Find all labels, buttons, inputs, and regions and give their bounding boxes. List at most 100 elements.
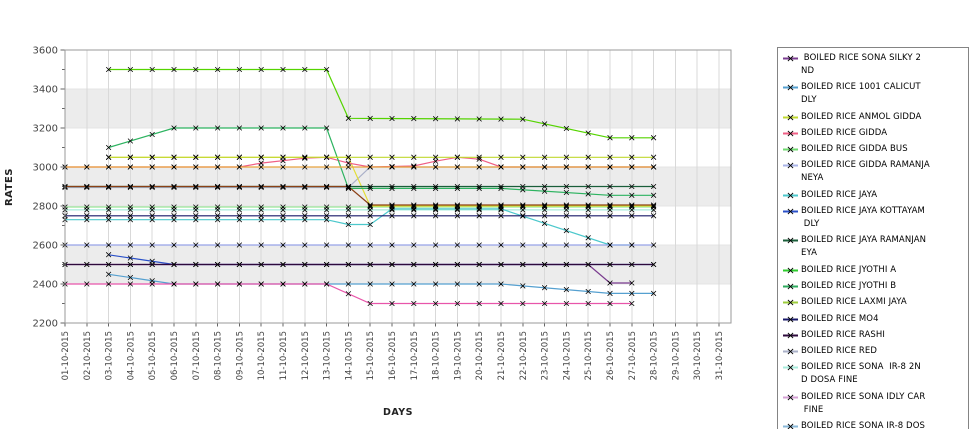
- x-tick-label: 18-10-2015: [432, 331, 442, 380]
- legend-item: BOILED RICE JYOTHI B: [783, 280, 965, 293]
- legend-item-label: BOILED RICE SONA IR-8 2N D DOSA FINE: [801, 362, 921, 386]
- x-tick-label: 21-10-2015: [497, 331, 507, 380]
- legend-series-marker-icon: [783, 283, 798, 290]
- legend-series-marker-icon: [783, 114, 798, 121]
- legend-item: BOILED RICE JAYA: [783, 189, 965, 202]
- legend-item-label: BOILED RICE JAYA RAMANJAN EYA: [801, 235, 927, 259]
- legend-series-marker-icon: [783, 163, 798, 169]
- x-tick-label: 14-10-2015: [344, 331, 354, 380]
- legend-item: BOILED RICE JAYA KOTTAYAM DLY: [783, 205, 965, 231]
- series-line: [65, 185, 654, 206]
- legend-series-marker-icon: [783, 55, 798, 62]
- legend-series-marker-icon: [783, 348, 798, 355]
- legend-item-label: BOILED RICE ANMOL GIDDA: [801, 111, 922, 122]
- legend-item-label: BOILED RICE GIDDA: [801, 127, 888, 138]
- x-tick-label: 17-10-2015: [410, 331, 420, 380]
- x-tick-label: 03-10-2015: [105, 331, 115, 380]
- legend-item-label: BOILED RICE JAYA KOTTAYAM DLY: [801, 206, 925, 230]
- x-tick-label: 29-10-2015: [671, 331, 681, 380]
- legend-item: BOILED RICE GIDDA: [783, 127, 965, 140]
- x-tick-label: 27-10-2015: [628, 331, 638, 380]
- legend-item: BOILED RICE SONA IR-8 2N D DOSA FINE: [783, 361, 965, 387]
- legend-item: BOILED RICE ANMOL GIDDA: [783, 111, 965, 124]
- legend-item: BOILED RICE MO4: [783, 313, 965, 326]
- legend-series-marker-icon: [783, 267, 798, 274]
- x-tick-label: 19-10-2015: [453, 331, 463, 380]
- legend-item-label: BOILED RICE JAYA: [801, 189, 878, 200]
- y-tick-label: 3200: [33, 124, 58, 135]
- x-tick-label: 15-10-2015: [366, 331, 376, 380]
- x-tick-label: 28-10-2015: [650, 331, 660, 380]
- legend-series-marker-icon: [783, 394, 798, 401]
- legend-series-marker-icon: [783, 332, 798, 339]
- x-tick-label: 23-10-2015: [541, 331, 551, 380]
- x-tick-label: 09-10-2015: [235, 331, 245, 380]
- legend-series-marker-icon: [783, 84, 798, 91]
- x-tick-label: 24-10-2015: [562, 331, 572, 380]
- plot-border: [64, 49, 732, 324]
- x-tick-label: 31-10-2015: [715, 331, 725, 380]
- legend-item-label: BOILED RICE GIDDA BUS: [801, 144, 908, 155]
- series-markers: [105, 154, 657, 160]
- x-tick-label: 30-10-2015: [693, 331, 703, 380]
- plot-band: [65, 89, 731, 128]
- legend-series-marker-icon: [783, 365, 798, 371]
- legend-item-label: BOILED RICE 1001 CALICUT DLY: [801, 82, 921, 106]
- y-tick-label: 3600: [33, 46, 58, 57]
- legend-item-label: BOILED RICE JYOTHI A: [801, 264, 897, 275]
- series-markers: [105, 66, 657, 141]
- legend-item-label: BOILED RICE JYOTHI B: [801, 280, 897, 291]
- x-tick-label: 02-10-2015: [83, 331, 93, 380]
- legend-series-marker-icon: [783, 299, 798, 306]
- legend-item: BOILED RICE RED: [783, 345, 965, 358]
- x-tick-label: 12-10-2015: [301, 331, 311, 380]
- x-tick-label: 13-10-2015: [323, 331, 333, 380]
- legend-item-label: BOILED RICE MO4: [801, 313, 879, 324]
- y-tick-label: 3400: [33, 85, 58, 96]
- legend-item-label: BOILED RICE RED: [801, 346, 877, 357]
- x-tick-label: 16-10-2015: [388, 331, 398, 380]
- legend-item: BOILED RICE SONA IR-8 DOS: [783, 420, 965, 429]
- y-tick-label: 2600: [33, 241, 58, 252]
- y-tick-label: 2800: [33, 202, 58, 213]
- x-tick-label: 25-10-2015: [584, 331, 594, 380]
- legend: BOILED RICE SONA SILKY 2 ND BOILED RICE 1…: [777, 47, 969, 429]
- legend-item-label: BOILED RICE SONA SILKY 2 ND: [801, 53, 922, 76]
- x-tick-label: 04-10-2015: [126, 331, 136, 380]
- legend-item: BOILED RICE SONA IDLY CAR FINE: [783, 391, 965, 417]
- legend-series-marker-icon: [783, 423, 798, 429]
- legend-series-marker-icon: [783, 316, 798, 322]
- legend-item-label: BOILED RICE RASHI: [801, 329, 886, 340]
- x-tick-label: 05-10-2015: [148, 331, 158, 380]
- legend-item: BOILED RICE LAXMI JAYA: [783, 296, 965, 309]
- legend-item-label: BOILED RICE SONA IR-8 DOS: [801, 421, 925, 429]
- y-axis-title: RATES: [4, 168, 15, 206]
- legend-item: BOILED RICE SONA SILKY 2 ND: [783, 52, 965, 78]
- x-tick-label: 10-10-2015: [257, 331, 267, 380]
- y-tick-label: 2200: [33, 319, 58, 330]
- legend-item: BOILED RICE RASHI: [783, 329, 965, 342]
- legend-series-marker-icon: [783, 146, 798, 153]
- series-markers: [105, 125, 657, 198]
- y-tick-label: 3000: [33, 163, 58, 174]
- legend-item: BOILED RICE JYOTHI A: [783, 264, 965, 277]
- legend-item: BOILED RICE GIDDA RAMANJA NEYA: [783, 159, 965, 185]
- legend-item: BOILED RICE 1001 CALICUT DLY: [783, 81, 965, 107]
- x-tick-label: 11-10-2015: [279, 331, 289, 380]
- legend-item: BOILED RICE JAYA RAMANJAN EYA: [783, 234, 965, 260]
- legend-series-marker-icon: [783, 237, 798, 244]
- x-tick-label: 06-10-2015: [170, 331, 180, 380]
- series-line-boiled-rice-jaya: [65, 208, 632, 246]
- legend-series-marker-icon: [783, 208, 798, 215]
- legend-item-label: BOILED RICE LAXMI JAYA: [801, 297, 907, 308]
- x-tick-label: 26-10-2015: [606, 331, 616, 380]
- x-tick-label: 08-10-2015: [214, 331, 224, 380]
- legend-item-label: BOILED RICE SONA IDLY CAR FINE: [801, 391, 926, 415]
- legend-item: BOILED RICE GIDDA BUS: [783, 143, 965, 156]
- x-tick-label: 01-10-2015: [61, 331, 71, 380]
- y-tick-label: 2400: [33, 280, 58, 291]
- x-axis-title: DAYS: [383, 407, 413, 418]
- x-tick-label: 20-10-2015: [475, 331, 485, 380]
